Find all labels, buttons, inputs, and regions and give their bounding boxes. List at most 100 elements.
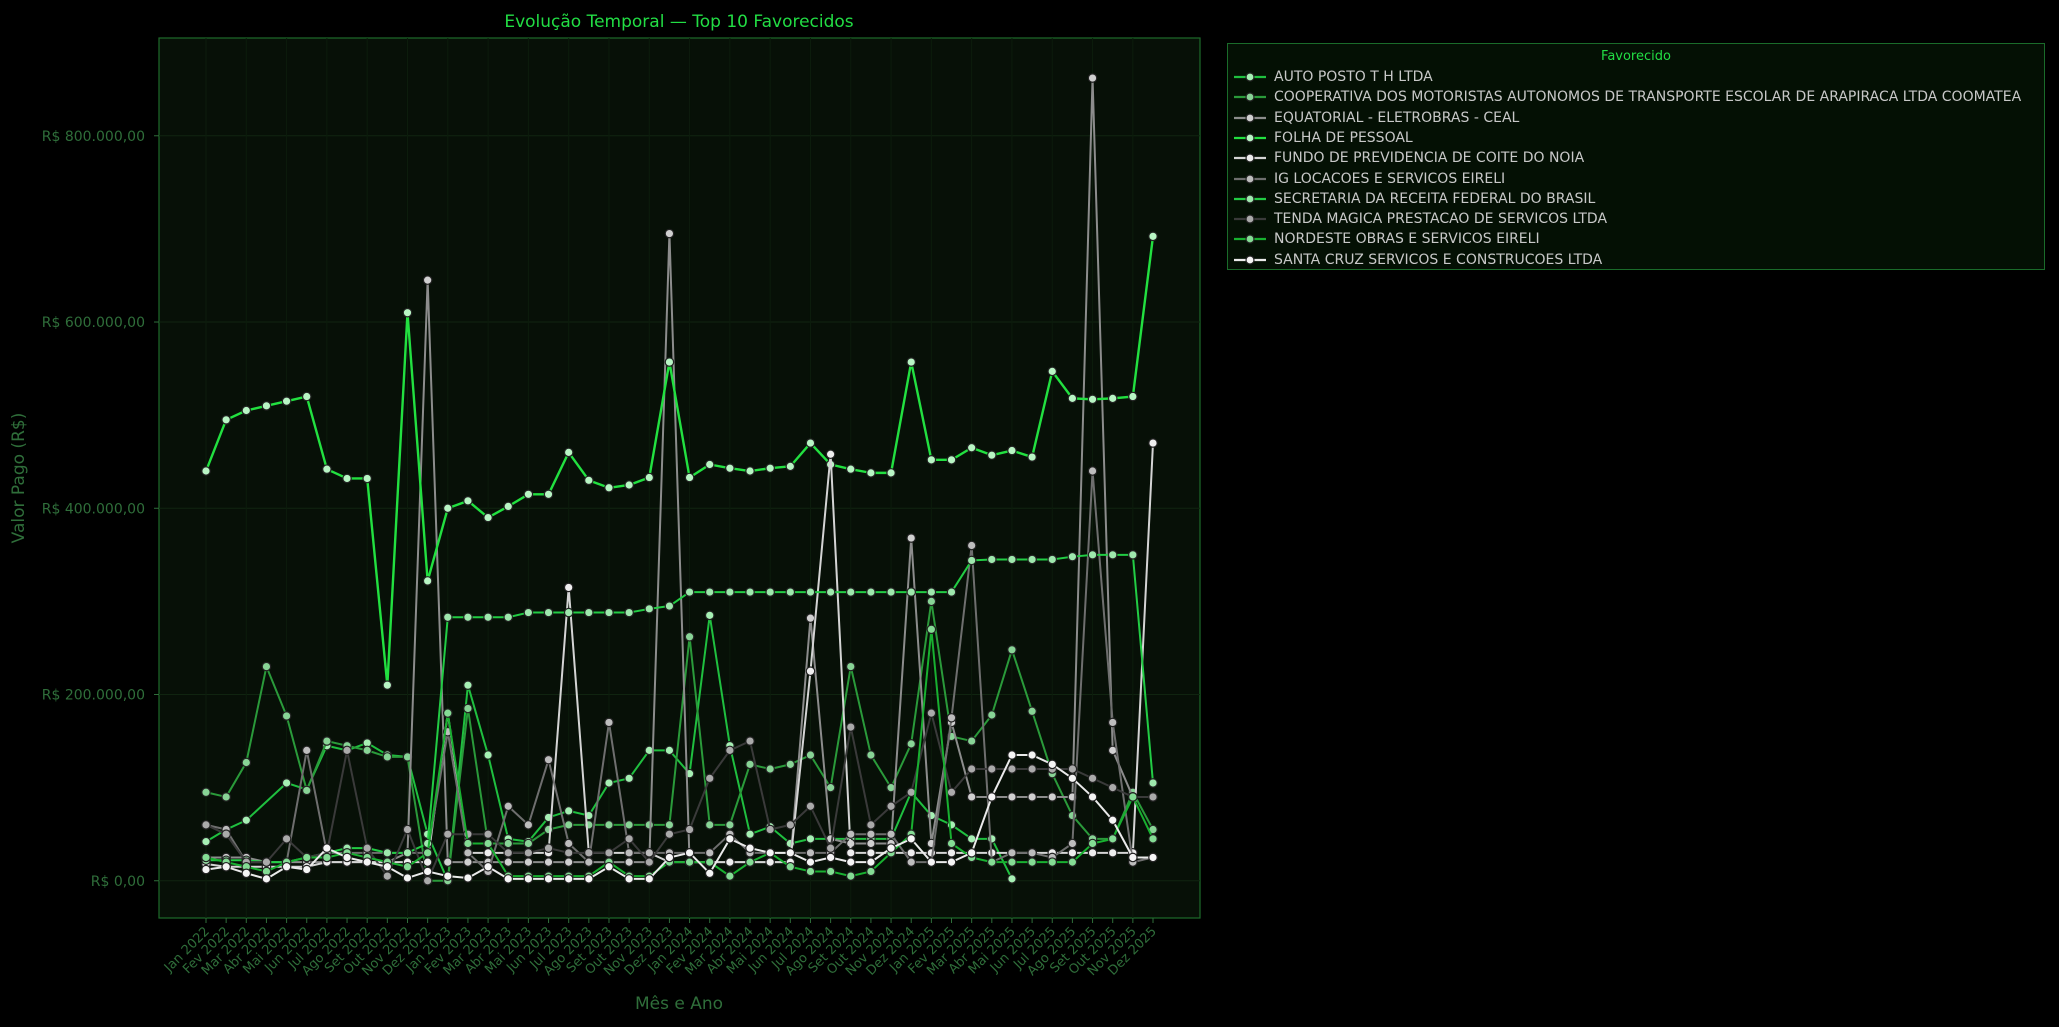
data-point — [503, 848, 514, 858]
legend-label: EQUATORIAL - ELETROBRAS - CEAL — [1274, 109, 1520, 126]
data-point — [886, 829, 896, 839]
data-point — [382, 752, 393, 762]
data-point — [261, 661, 272, 672]
data-point — [684, 631, 695, 642]
data-point — [201, 820, 211, 830]
data-point — [664, 357, 675, 367]
data-point — [966, 555, 977, 566]
data-point — [563, 806, 574, 816]
series-line — [205, 614, 1013, 882]
data-point — [402, 848, 413, 858]
data-point — [201, 836, 211, 847]
data-point — [906, 834, 917, 844]
data-point — [866, 866, 876, 877]
data-point — [845, 587, 856, 597]
data-point — [503, 801, 514, 812]
data-point — [765, 764, 775, 774]
data-point — [845, 871, 856, 881]
data-point — [906, 739, 917, 749]
data-point — [845, 661, 856, 672]
data-point — [866, 468, 876, 478]
legend-item: TENDA MAGICA PRESTACAO DE SERVICOS LTDA — [1232, 209, 1607, 229]
data-point — [1027, 764, 1037, 774]
data-point — [584, 475, 594, 486]
legend-item: FUNDO DE PREVIDENCIA DE COITE DO NOIA — [1232, 148, 1584, 168]
data-point — [966, 792, 977, 802]
data-point — [987, 834, 997, 844]
data-point — [1087, 550, 1098, 560]
data-point — [1007, 848, 1017, 858]
data-point — [362, 857, 372, 867]
data-point — [704, 773, 715, 784]
data-point — [1047, 366, 1058, 377]
legend-swatch — [1234, 92, 1266, 102]
grid-lines — [159, 38, 1200, 918]
data-point — [402, 307, 413, 318]
data-point — [422, 857, 433, 867]
data-point — [322, 464, 332, 474]
data-point — [825, 843, 836, 853]
data-point — [785, 848, 796, 858]
data-point — [845, 464, 856, 474]
data-point — [745, 736, 755, 746]
data-point — [1087, 848, 1098, 858]
data-point — [644, 848, 655, 858]
data-point — [543, 874, 554, 884]
data-point — [725, 463, 735, 474]
data-point — [463, 838, 473, 849]
data-point — [362, 745, 372, 756]
data-point — [866, 838, 876, 849]
data-point — [1007, 445, 1017, 456]
data-point — [261, 874, 272, 884]
data-point — [805, 750, 816, 760]
data-point — [926, 455, 937, 465]
data-point — [684, 472, 695, 483]
data-point — [1128, 550, 1138, 560]
data-point — [301, 745, 312, 756]
data-point — [664, 601, 675, 611]
data-point — [866, 820, 876, 830]
data-point — [1107, 848, 1118, 858]
data-point — [1107, 393, 1118, 404]
legend-item: EQUATORIAL - ELETROBRAS - CEAL — [1232, 108, 1519, 128]
data-point — [281, 396, 292, 406]
data-point — [442, 612, 453, 623]
data-point — [422, 866, 433, 877]
data-point — [845, 722, 856, 732]
data-point — [725, 587, 735, 597]
data-point — [1007, 792, 1017, 802]
data-point — [241, 405, 252, 416]
data-point — [1148, 438, 1158, 448]
data-point — [1148, 852, 1158, 863]
legend-swatch — [1234, 72, 1266, 82]
data-point — [584, 848, 594, 858]
data-point — [704, 587, 715, 597]
data-point — [301, 864, 312, 875]
y-tick-label: R$ 200.000,00 — [42, 688, 145, 704]
data-point — [624, 773, 634, 784]
data-point — [906, 848, 917, 858]
data-point — [704, 820, 715, 830]
data-point — [543, 857, 554, 867]
data-point — [805, 613, 816, 623]
data-point — [483, 829, 493, 839]
data-point — [442, 503, 453, 514]
data-point — [966, 442, 977, 453]
data-point — [1107, 815, 1118, 826]
data-point — [584, 607, 594, 618]
data-point — [966, 764, 977, 774]
data-point — [382, 861, 393, 872]
data-point — [201, 852, 211, 863]
data-point — [725, 834, 735, 844]
data-point — [1047, 857, 1058, 867]
data-point — [704, 610, 715, 621]
data-point — [664, 829, 675, 839]
data-point — [987, 764, 997, 774]
y-axis: R$ 0,00 R$ 200.000,00 R$ 400.000,00 R$ 600.… — [42, 129, 159, 890]
data-point — [523, 848, 534, 858]
data-point — [442, 829, 453, 839]
data-point — [845, 848, 856, 858]
data-point — [503, 612, 514, 623]
data-point — [543, 754, 554, 765]
data-point — [221, 829, 231, 839]
